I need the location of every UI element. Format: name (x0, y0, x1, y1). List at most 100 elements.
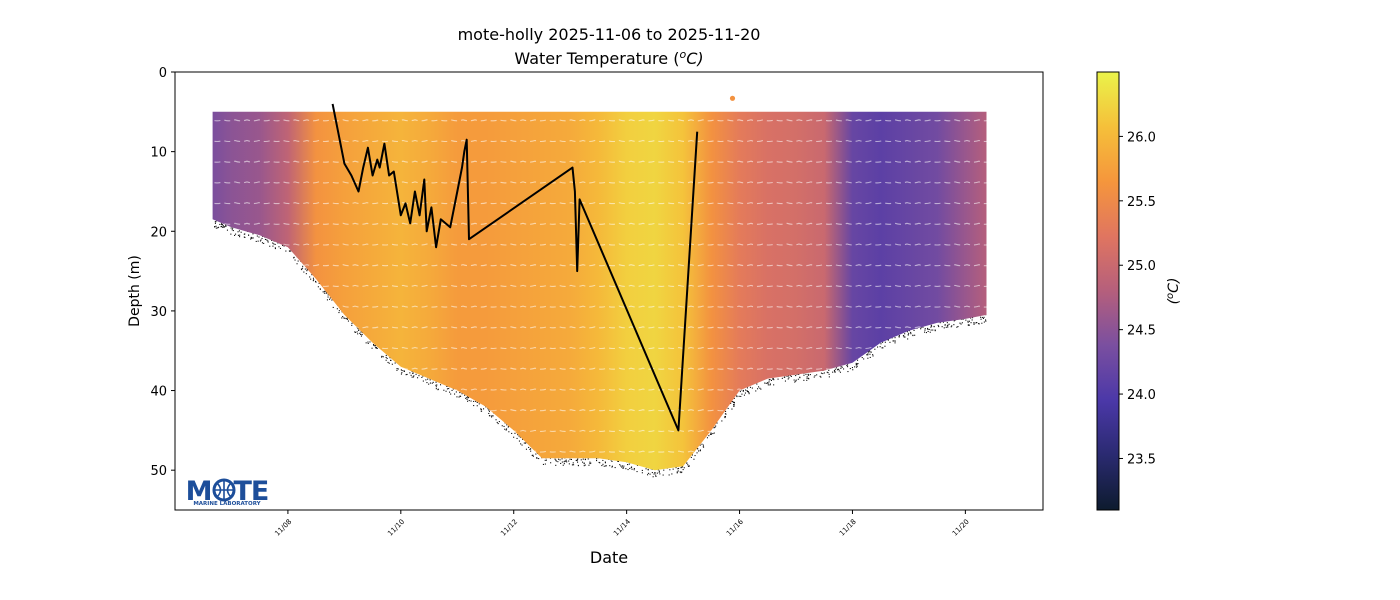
speckle-dot (385, 356, 387, 358)
speckle-dot (696, 452, 698, 454)
speckle-dot (598, 461, 600, 463)
speckle-dot (488, 412, 490, 414)
speckle-dot (440, 384, 442, 386)
speckle-dot (234, 234, 236, 236)
speckle-dot (980, 318, 982, 320)
speckle-dot (784, 380, 786, 382)
speckle-dot (698, 450, 700, 452)
speckle-dot (237, 231, 239, 233)
speckle-dot (834, 371, 836, 373)
speckle-dot (491, 415, 493, 417)
speckle-dot (702, 444, 704, 446)
speckle-dot (483, 408, 485, 410)
speckle-dot (563, 461, 565, 463)
speckle-dot (619, 464, 621, 466)
speckle-dot (930, 324, 932, 326)
speckle-dot (514, 432, 516, 434)
speckle-dot (561, 458, 563, 460)
speckle-dot (496, 421, 498, 423)
speckle-dot (346, 317, 348, 319)
speckle-dot (312, 280, 314, 282)
speckle-dot (951, 325, 953, 327)
speckle-dot (449, 391, 451, 393)
speckle-dot (681, 466, 683, 468)
speckle-dot (554, 458, 556, 460)
speckle-dot (772, 378, 774, 380)
speckle-dot (605, 465, 607, 467)
speckle-dot (394, 362, 396, 364)
speckle-dot (857, 363, 859, 365)
speckle-dot (550, 462, 552, 464)
speckle-dot (323, 292, 325, 294)
speckle-dot (934, 330, 936, 332)
speckle-dot (604, 462, 606, 464)
speckle-dot (231, 229, 233, 231)
speckle-dot (250, 236, 252, 238)
colorbar: 23.5 24.0 24.5 25.0 25.5 26.0 (oC) (1096, 71, 1182, 511)
speckle-dot (261, 237, 263, 239)
speckle-dot (587, 458, 589, 460)
speckle-dot (908, 332, 910, 334)
speckle-dot (323, 290, 325, 292)
speckle-dot (301, 269, 303, 271)
speckle-dot (432, 381, 434, 383)
speckle-dot (418, 375, 420, 377)
speckle-dot (252, 233, 254, 235)
speckle-dot (793, 379, 795, 381)
speckle-dot (973, 323, 975, 325)
speckle-dot (770, 379, 772, 381)
speckle-dot (731, 401, 733, 403)
speckle-dot (981, 322, 983, 324)
speckle-dot (945, 326, 947, 328)
speckle-dot (599, 462, 601, 464)
texture-line (212, 305, 987, 308)
speckle-dot (772, 378, 774, 380)
speckle-dot (260, 239, 262, 241)
speckle-dot (435, 381, 437, 383)
colorbar-tick-label: 26.0 (1127, 130, 1156, 145)
colorbar-tick-label: 24.5 (1127, 324, 1156, 339)
speckle-dot (347, 320, 349, 322)
speckle-dot (225, 225, 227, 227)
speckle-dot (708, 435, 710, 437)
x-tick-label: 11/10 (386, 518, 406, 538)
speckle-dot (683, 467, 685, 469)
speckle-dot (544, 463, 546, 465)
speckle-dot (828, 376, 830, 378)
speckle-dot (294, 259, 296, 261)
speckle-dot (322, 291, 324, 293)
speckle-dot (855, 362, 857, 364)
speckle-dot (893, 340, 895, 342)
colorbar-ticks: 23.5 24.0 24.5 25.0 25.5 26.0 (1119, 130, 1156, 467)
speckle-dot (588, 464, 590, 466)
speckle-dot (736, 395, 738, 397)
speckle-dot (846, 365, 848, 367)
speckle-dot (760, 388, 762, 390)
chart-subtitle-unit: o (679, 48, 686, 61)
speckle-dot (747, 391, 749, 393)
speckle-dot (930, 329, 932, 331)
speckle-dot (869, 350, 871, 352)
y-tick-label: 30 (150, 305, 167, 320)
speckle-dot (214, 226, 216, 228)
speckle-dot (318, 282, 320, 284)
speckle-dot (555, 460, 557, 462)
speckle-dot (568, 460, 570, 462)
speckle-dot (290, 250, 292, 252)
speckle-dot (467, 397, 469, 399)
speckle-dot (604, 461, 606, 463)
speckle-dot (296, 263, 298, 265)
speckle-dot (230, 233, 232, 235)
colorbar-tick-label: 24.0 (1127, 388, 1156, 403)
speckle-dot (701, 443, 703, 445)
speckle-dot (623, 465, 625, 467)
speckle-dot (659, 473, 661, 475)
speckle-dot (906, 331, 908, 333)
speckle-dot (360, 333, 362, 335)
speckle-dot (731, 408, 733, 410)
speckle-dot (311, 274, 313, 276)
speckle-dot (582, 461, 584, 463)
globe-lines-icon (214, 480, 234, 500)
speckle-dot (458, 396, 460, 398)
speckle-dot (327, 296, 329, 298)
